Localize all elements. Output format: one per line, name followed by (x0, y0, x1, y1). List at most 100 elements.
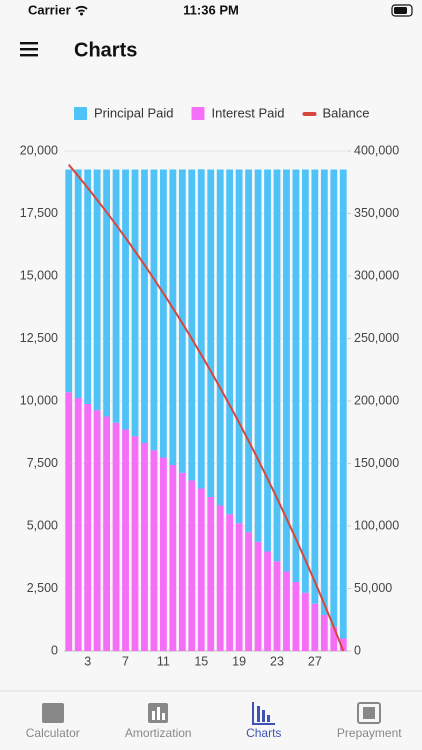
bar-segment (74, 169, 82, 398)
y-tick-label: 20,000 (20, 143, 58, 157)
bar-segment (273, 561, 281, 651)
legend-line (302, 112, 317, 116)
y2-tick-label: 250,000 (354, 331, 399, 345)
icon-bar (157, 707, 160, 720)
bar-segment (254, 541, 262, 651)
bar-segment (122, 169, 129, 430)
icon-bar (257, 706, 260, 722)
icon-bar (162, 713, 165, 720)
legend-swatch (74, 107, 87, 120)
tab-label[interactable]: Charts (246, 726, 281, 740)
bar-segment (103, 416, 111, 651)
bar-segment (273, 169, 281, 562)
y-tick-label: 0 (51, 643, 58, 657)
y-tick-label: 10,000 (20, 393, 58, 407)
bar-segment (311, 169, 319, 604)
x-tick-label: 15 (194, 654, 208, 668)
bar-segment (330, 626, 338, 651)
clock: 11:36 PM (183, 2, 239, 17)
bar-segment (216, 505, 224, 651)
bar-segment (197, 488, 205, 651)
legend-swatch (191, 107, 205, 120)
carrier: Carrier (28, 2, 71, 17)
wifi-dot (80, 12, 83, 16)
legend-label: Principal Paid (94, 105, 174, 120)
y2-tick-label: 50,000 (354, 581, 392, 595)
wifi-icon (75, 5, 88, 13)
tab-icons (42, 702, 381, 725)
icon-bar (267, 715, 270, 722)
bar-segment (178, 472, 186, 651)
bar-segment (188, 480, 196, 651)
bar-segment (188, 169, 196, 481)
bar-segment (207, 497, 215, 651)
bar-segment (320, 615, 328, 651)
bar-segment (301, 169, 309, 593)
y-tick-label: 17,500 (20, 206, 58, 220)
y2-tick-label: 150,000 (354, 456, 399, 470)
bar-segment (311, 603, 319, 651)
calculator-icon (42, 703, 64, 723)
bar-segment (207, 169, 215, 497)
y-tick-label: 15,000 (20, 268, 58, 282)
bar-segment (178, 169, 186, 473)
x-tick-label: 19 (232, 654, 246, 668)
icon-bar (152, 711, 155, 720)
prepayment-icon-fill (363, 707, 375, 719)
bar-segment (226, 169, 234, 515)
bar-segment (65, 392, 73, 651)
bar-segment (301, 592, 309, 651)
bar-segment (235, 169, 243, 524)
y2-tick-label: 100,000 (354, 518, 399, 532)
legend-label: Balance (323, 105, 370, 120)
bar-segment (292, 582, 300, 651)
bar-segment (150, 169, 158, 451)
tab-label[interactable]: Prepayment (337, 726, 402, 740)
y2-tick-label: 200,000 (354, 393, 399, 407)
menu-bar (20, 42, 38, 45)
legend-label: Interest Paid (212, 105, 285, 120)
bar-segment (330, 169, 338, 627)
bar-segment (320, 169, 328, 615)
y2-tick-label: 300,000 (354, 268, 399, 282)
bar-segment (245, 169, 253, 533)
bar-segment (65, 169, 73, 393)
y-tick-label: 5,000 (27, 518, 58, 532)
y-tick-label: 2,500 (27, 581, 58, 595)
bar-segment (122, 429, 129, 651)
bar-segment (74, 398, 82, 651)
bar-segment (159, 169, 167, 458)
tab-label[interactable]: Amortization (125, 726, 192, 740)
bar-segment (150, 450, 158, 651)
prepayment-icon (357, 702, 381, 724)
menu-bar (20, 48, 38, 51)
bar-segment (84, 169, 92, 404)
bar-segment (141, 169, 148, 443)
x-tick-label: 3 (84, 654, 91, 668)
bar-segment (254, 169, 262, 542)
x-tick-label: 27 (308, 654, 322, 668)
y2-tick-label: 350,000 (354, 206, 399, 220)
icon-bar (262, 710, 265, 722)
bar-segment (103, 169, 111, 417)
battery-level (394, 7, 407, 14)
bar-segment (141, 443, 148, 651)
bar-segment (292, 169, 300, 582)
y2-tick-label: 0 (354, 643, 361, 657)
bar-segment (84, 404, 92, 651)
bar-segment (283, 169, 290, 572)
y2-tick-label: 400,000 (354, 143, 399, 157)
bar-segment (339, 169, 347, 639)
bar-segment (112, 169, 120, 423)
bar-segment (235, 523, 243, 651)
x-tick-label: 23 (270, 654, 284, 668)
menu-button[interactable] (20, 42, 38, 57)
menu-bar (20, 54, 38, 57)
tab-label[interactable]: Calculator (26, 726, 80, 740)
battery (391, 4, 413, 17)
bar-segment (112, 422, 120, 651)
bar-segment (264, 551, 271, 651)
x-tick-label: 7 (122, 654, 129, 668)
